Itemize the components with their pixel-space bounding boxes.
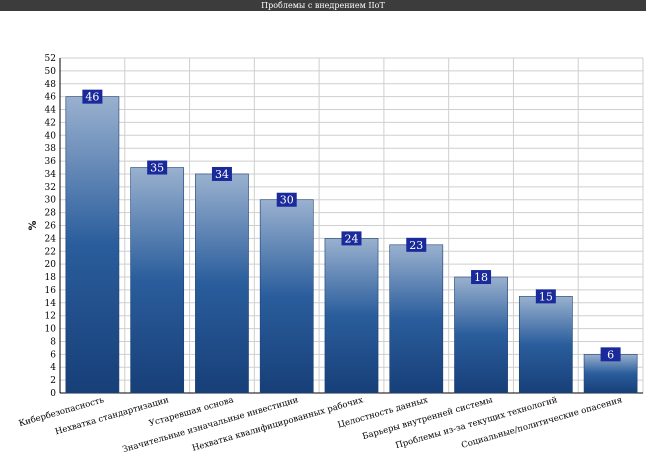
data-label-bg bbox=[276, 192, 297, 207]
y-tick-label: 14 bbox=[45, 299, 57, 309]
y-tick-label: 36 bbox=[45, 157, 57, 167]
data-label: 30 bbox=[280, 194, 294, 207]
x-tick-label: Нехватка стандартизации bbox=[54, 395, 170, 437]
y-tick-label: 0 bbox=[50, 389, 56, 399]
data-label-bg bbox=[211, 166, 232, 181]
data-label-bg bbox=[147, 160, 168, 175]
data-label-bg bbox=[535, 289, 556, 304]
y-tick-label: 8 bbox=[50, 337, 56, 347]
chart-title-bar: Проблемы с внедрением IIoT bbox=[0, 0, 646, 11]
data-label: 24 bbox=[345, 232, 359, 245]
label-layer: 46 35 34 30 24 23 18 15 6 bbox=[82, 89, 621, 362]
y-tick-label: 38 bbox=[45, 144, 57, 154]
bar bbox=[454, 276, 508, 394]
bar bbox=[195, 173, 249, 394]
y-tick-label: 24 bbox=[45, 234, 57, 244]
data-label: 34 bbox=[215, 168, 229, 181]
bar bbox=[324, 238, 379, 394]
data-label: 15 bbox=[539, 290, 553, 303]
y-tick-label: 50 bbox=[45, 67, 57, 77]
y-tick-label: 30 bbox=[45, 196, 57, 206]
data-label: 18 bbox=[474, 271, 488, 284]
y-tick-label: 42 bbox=[45, 118, 56, 128]
y-tick-label: 40 bbox=[45, 131, 57, 141]
y-tick-label: 18 bbox=[45, 273, 57, 283]
y-tick-label: 4 bbox=[50, 363, 56, 373]
y-tick-label: 28 bbox=[45, 209, 57, 219]
data-label-bg bbox=[471, 270, 492, 285]
y-tick-label: 22 bbox=[45, 247, 56, 257]
axis-layer: 0246810121416182022242628303234363840424… bbox=[45, 54, 643, 399]
bar bbox=[130, 167, 185, 394]
data-label-bg bbox=[406, 237, 427, 252]
data-label: 35 bbox=[150, 162, 164, 175]
y-tick-label: 16 bbox=[45, 286, 57, 296]
y-tick-label: 34 bbox=[45, 170, 57, 180]
y-axis-label: % bbox=[28, 220, 39, 230]
y-tick-label: 52 bbox=[45, 54, 56, 64]
y-tick-label: 2 bbox=[50, 376, 56, 386]
bar bbox=[65, 96, 120, 394]
bar bbox=[389, 244, 444, 394]
y-tick-label: 44 bbox=[45, 106, 57, 116]
y-tick-label: 10 bbox=[45, 325, 57, 335]
y-tick-label: 12 bbox=[45, 312, 56, 322]
data-label: 46 bbox=[85, 91, 99, 104]
y-tick-label: 46 bbox=[45, 93, 57, 103]
data-label: 23 bbox=[409, 239, 423, 252]
data-label-bg bbox=[341, 231, 362, 246]
bar bbox=[259, 199, 314, 394]
data-label-bg bbox=[82, 89, 103, 104]
bar-layer bbox=[65, 96, 638, 394]
chart-title: Проблемы с внедрением IIoT bbox=[261, 1, 385, 10]
y-tick-label: 26 bbox=[45, 222, 57, 232]
y-tick-label: 6 bbox=[50, 350, 56, 360]
y-tick-label: 32 bbox=[45, 183, 56, 193]
data-label-bg bbox=[600, 347, 621, 362]
data-label: 6 bbox=[607, 348, 614, 361]
y-tick-label: 48 bbox=[45, 80, 57, 90]
y-tick-label: 20 bbox=[45, 260, 57, 270]
bar bbox=[518, 296, 573, 394]
